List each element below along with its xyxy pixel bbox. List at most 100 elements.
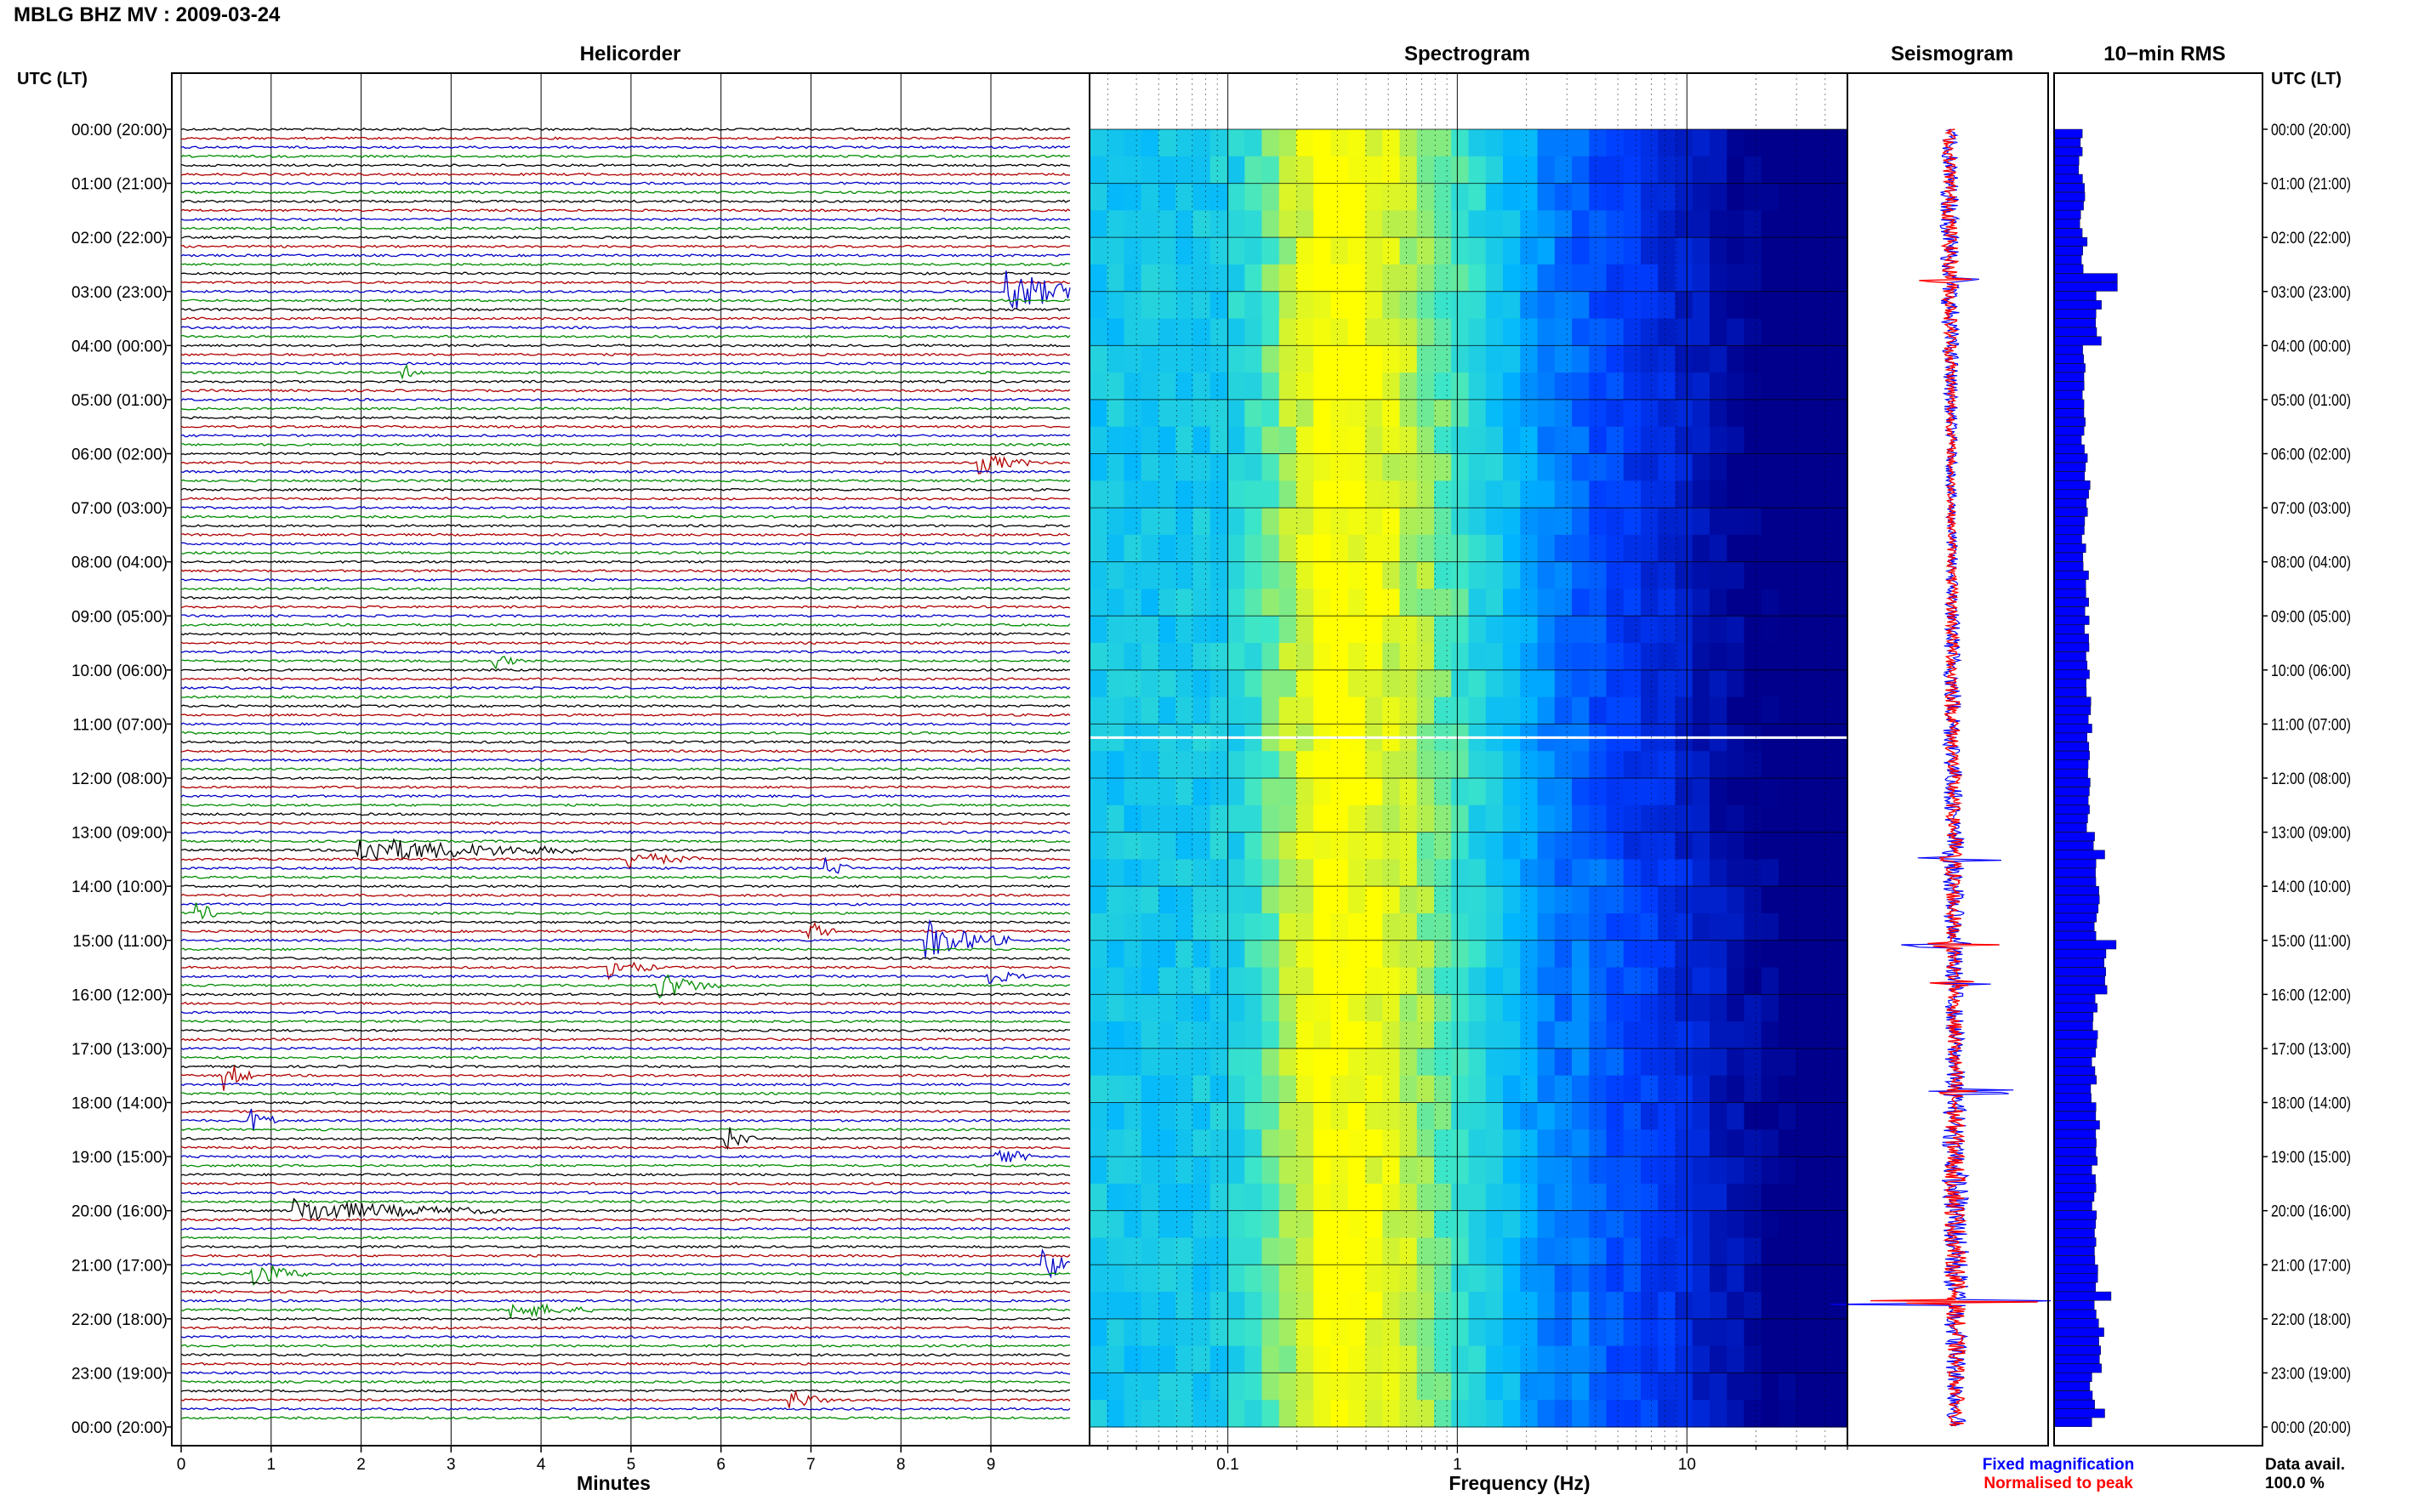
spectrogram-cell	[1485, 453, 1504, 481]
spectrogram-cell	[1641, 669, 1659, 698]
spectrogram-cell	[1210, 1183, 1228, 1212]
spectrogram-cell	[1606, 1292, 1625, 1320]
spectrogram-cell	[1313, 1292, 1332, 1320]
helicorder-trace	[180, 577, 1071, 582]
spectrogram-cell	[1761, 534, 1779, 563]
spectrogram-cell	[1606, 561, 1625, 590]
spectrogram-cell	[1434, 1318, 1452, 1347]
spectrogram-cell	[1468, 994, 1487, 1022]
spectrogram-cell	[1658, 237, 1676, 265]
spectrogram-cell	[1210, 1400, 1228, 1428]
spectrogram-cell	[1175, 372, 1194, 401]
hour-label-left: 20:00 (16:00)	[71, 1203, 168, 1221]
spectrogram-cell	[1158, 345, 1176, 373]
spectrogram-cell	[1485, 1345, 1504, 1374]
spectrogram-cell	[1434, 696, 1452, 725]
spectrogram-cell	[1124, 1373, 1142, 1401]
spectrogram-cell	[1210, 264, 1228, 293]
spectrogram-cell	[1813, 588, 1831, 617]
spectrogram-cell	[1296, 967, 1314, 995]
spectrogram-cell	[1399, 940, 1418, 969]
spectrogram-cell	[1124, 778, 1142, 806]
spectrogram-cell	[1830, 1021, 1848, 1049]
spectrogram-cell	[1175, 886, 1194, 914]
hour-label-left: 03:00 (23:00)	[71, 284, 168, 302]
spectrogram-cell	[1641, 264, 1659, 293]
helicorder-trace	[180, 136, 1071, 140]
spectrogram-cell	[1727, 696, 1745, 725]
spectrogram-cell	[1468, 886, 1487, 914]
spectrogram-cell	[1503, 1183, 1521, 1212]
spectrogram-cell	[1485, 1183, 1504, 1212]
spectrogram-cell	[1468, 453, 1487, 481]
spectrogram-cell	[1537, 1373, 1556, 1401]
helicorder-trace	[180, 1199, 1071, 1204]
helicorder-trace	[181, 656, 1071, 670]
spectrogram-cell	[1192, 534, 1211, 563]
helicorder-trace	[180, 974, 1071, 999]
spectrogram-cell	[1796, 940, 1814, 969]
spectrogram-cell	[1175, 616, 1194, 644]
spectrogram-cell	[1124, 696, 1142, 725]
spectrogram-cell	[1692, 1157, 1710, 1185]
spectrogram-cell	[1796, 1237, 1814, 1265]
spectrogram-cell	[1278, 426, 1297, 455]
spectrogram-cell	[1416, 156, 1435, 185]
spectrogram-cell	[1537, 832, 1556, 860]
spectrogram-cell	[1175, 210, 1194, 238]
spectrogram-cell	[1382, 1237, 1401, 1265]
rms-bar	[2053, 777, 2091, 787]
hour-label-right: 16:00 (12:00)	[2271, 986, 2351, 1004]
spectrogram-cell	[1416, 372, 1435, 401]
spectrogram-cell	[1399, 561, 1418, 590]
spectrogram-cell	[1520, 1373, 1539, 1401]
spectrogram-cell	[1451, 399, 1470, 428]
spectrogram-cell	[1107, 994, 1125, 1022]
spectrogram-cell	[1278, 1400, 1297, 1428]
spectrogram-cell	[1416, 561, 1435, 590]
spectrogram-cell	[1244, 859, 1263, 887]
spectrogram-cell	[1727, 1129, 1745, 1157]
spectrogram-cell	[1382, 453, 1401, 481]
spectrogram-cell	[1572, 453, 1590, 481]
spectrogram-cell	[1520, 643, 1539, 671]
hour-label-left: 00:00 (20:00)	[71, 1419, 168, 1437]
spectrogram-cell	[1744, 264, 1762, 293]
spectrogram-cell	[1710, 453, 1727, 481]
spectrogram-cell	[1641, 453, 1659, 481]
spectrogram-cell	[1227, 1210, 1245, 1239]
spectrogram-cell	[1124, 156, 1142, 185]
spectrogram-cell	[1589, 453, 1608, 481]
spectrogram-cell	[1830, 129, 1848, 157]
spectrogram-cell	[1210, 1345, 1228, 1374]
rms-bar	[2053, 1355, 2100, 1364]
spectrogram-cell	[1520, 480, 1539, 509]
spectrogram-cell	[1589, 561, 1608, 590]
spectrogram-cell	[1468, 967, 1487, 995]
spectrogram-cell	[1779, 1318, 1796, 1347]
spectrogram-cell	[1278, 372, 1297, 401]
spectrogram-cell	[1296, 616, 1314, 644]
spectrogram-cell	[1692, 1210, 1710, 1239]
spectrogram-cell	[1090, 1075, 1107, 1104]
spectrogram-cell	[1710, 1075, 1727, 1104]
spectrogram-cell	[1761, 994, 1779, 1022]
spectrogram-cell	[1382, 561, 1401, 590]
spectrogram-cell	[1710, 426, 1727, 455]
spectrogram-cell	[1416, 1021, 1435, 1049]
spectrogram-cell	[1520, 1075, 1539, 1104]
spectrogram-cell	[1813, 129, 1831, 157]
spectrogram-cell	[1296, 291, 1314, 320]
spectrogram-cell	[1313, 1265, 1332, 1293]
spectrogram-cell	[1813, 237, 1831, 265]
spectrogram-cell	[1537, 1075, 1556, 1104]
spectrogram-cell	[1416, 643, 1435, 671]
spectrogram-cell	[1192, 453, 1211, 481]
spectrogram-cell	[1261, 967, 1280, 995]
spectrogram-cell	[1623, 804, 1642, 833]
spectrogram-cell	[1554, 696, 1573, 725]
spectrogram-cell	[1382, 1129, 1401, 1157]
helicorder-trace	[180, 920, 1071, 924]
spectrogram-cell	[1090, 561, 1107, 590]
spectrogram-cell	[1434, 1237, 1452, 1265]
